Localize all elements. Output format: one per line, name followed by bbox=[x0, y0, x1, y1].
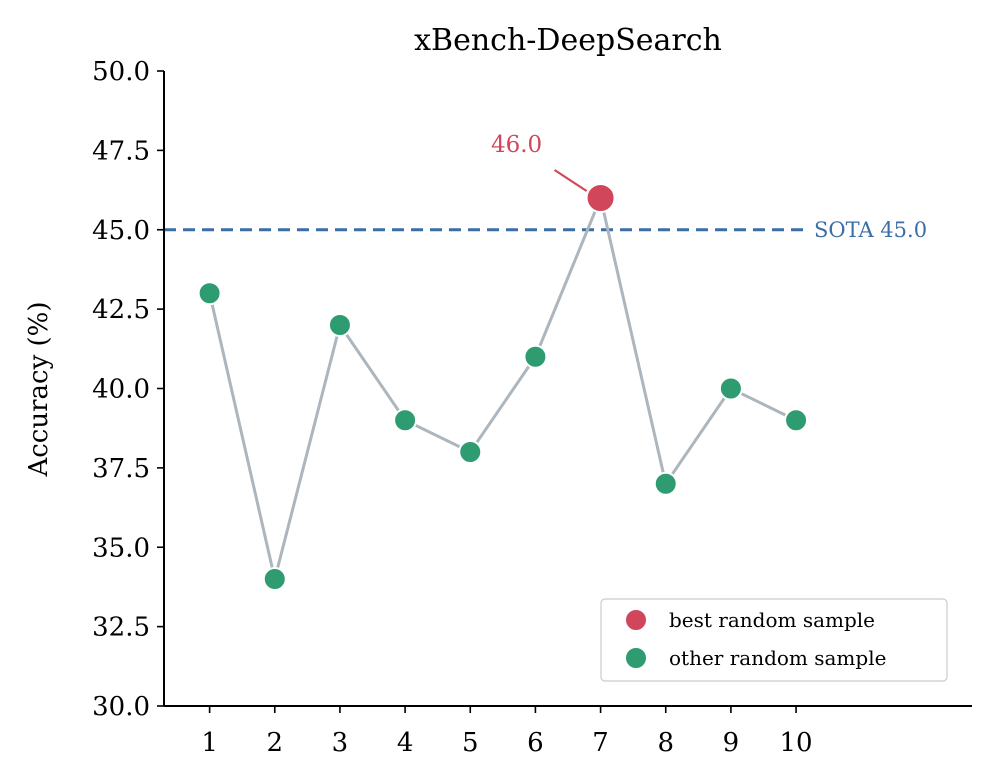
legend-marker-best bbox=[624, 608, 648, 632]
y-axis: 30.0 32.5 35.0 37.5 40.0 42.5 45.0 47.5 50.0 bbox=[92, 57, 164, 722]
data-point bbox=[784, 408, 809, 433]
x-tick-label: 8 bbox=[657, 728, 674, 758]
y-tick-label: 40.0 bbox=[92, 375, 150, 405]
data-point bbox=[393, 408, 418, 433]
y-tick-label: 30.0 bbox=[92, 692, 150, 722]
best-annotation-label: 46.0 bbox=[491, 132, 542, 158]
data-point bbox=[262, 567, 287, 591]
data-points bbox=[197, 183, 809, 591]
x-axis: 1 2 3 4 5 6 7 8 9 10 bbox=[201, 706, 813, 758]
y-tick-label: 37.5 bbox=[92, 454, 150, 484]
y-tick-label: 50.0 bbox=[92, 57, 150, 87]
data-point bbox=[327, 313, 352, 337]
data-point bbox=[718, 376, 743, 401]
x-tick-label: 2 bbox=[267, 728, 284, 758]
y-tick-label: 42.5 bbox=[92, 295, 150, 325]
chart-title: xBench-DeepSearch bbox=[414, 23, 722, 58]
legend-label-best: best random sample bbox=[669, 608, 875, 632]
x-tick-label: 7 bbox=[592, 728, 609, 758]
data-point bbox=[653, 471, 678, 496]
data-point bbox=[197, 281, 222, 306]
data-point bbox=[458, 440, 483, 464]
x-tick-label: 3 bbox=[332, 728, 349, 758]
x-tick-label: 5 bbox=[462, 728, 479, 758]
y-tick-label: 45.0 bbox=[92, 216, 150, 246]
y-axis-label: Accuracy (%) bbox=[24, 301, 54, 477]
sota-label: SOTA 45.0 bbox=[814, 218, 927, 242]
x-tick-label: 1 bbox=[201, 728, 218, 758]
legend-marker-other bbox=[624, 646, 648, 670]
best-data-point bbox=[585, 183, 616, 213]
sota-reference: SOTA 45.0 bbox=[164, 218, 927, 242]
series-line bbox=[208, 193, 797, 580]
y-tick-label: 47.5 bbox=[92, 136, 150, 166]
best-annotation-arrow bbox=[553, 169, 588, 192]
y-tick-label: 35.0 bbox=[92, 533, 150, 563]
x-tick-label: 4 bbox=[397, 728, 414, 758]
x-tick-label: 10 bbox=[780, 728, 813, 758]
y-tick-label: 32.5 bbox=[92, 613, 150, 643]
best-annotation: 46.0 bbox=[491, 132, 588, 192]
legend-box bbox=[600, 598, 948, 682]
x-tick-label: 6 bbox=[527, 728, 544, 758]
data-point bbox=[523, 344, 548, 369]
legend: best random sample other random sample bbox=[600, 598, 948, 682]
x-tick-label: 9 bbox=[723, 728, 740, 758]
legend-label-other: other random sample bbox=[669, 646, 886, 670]
